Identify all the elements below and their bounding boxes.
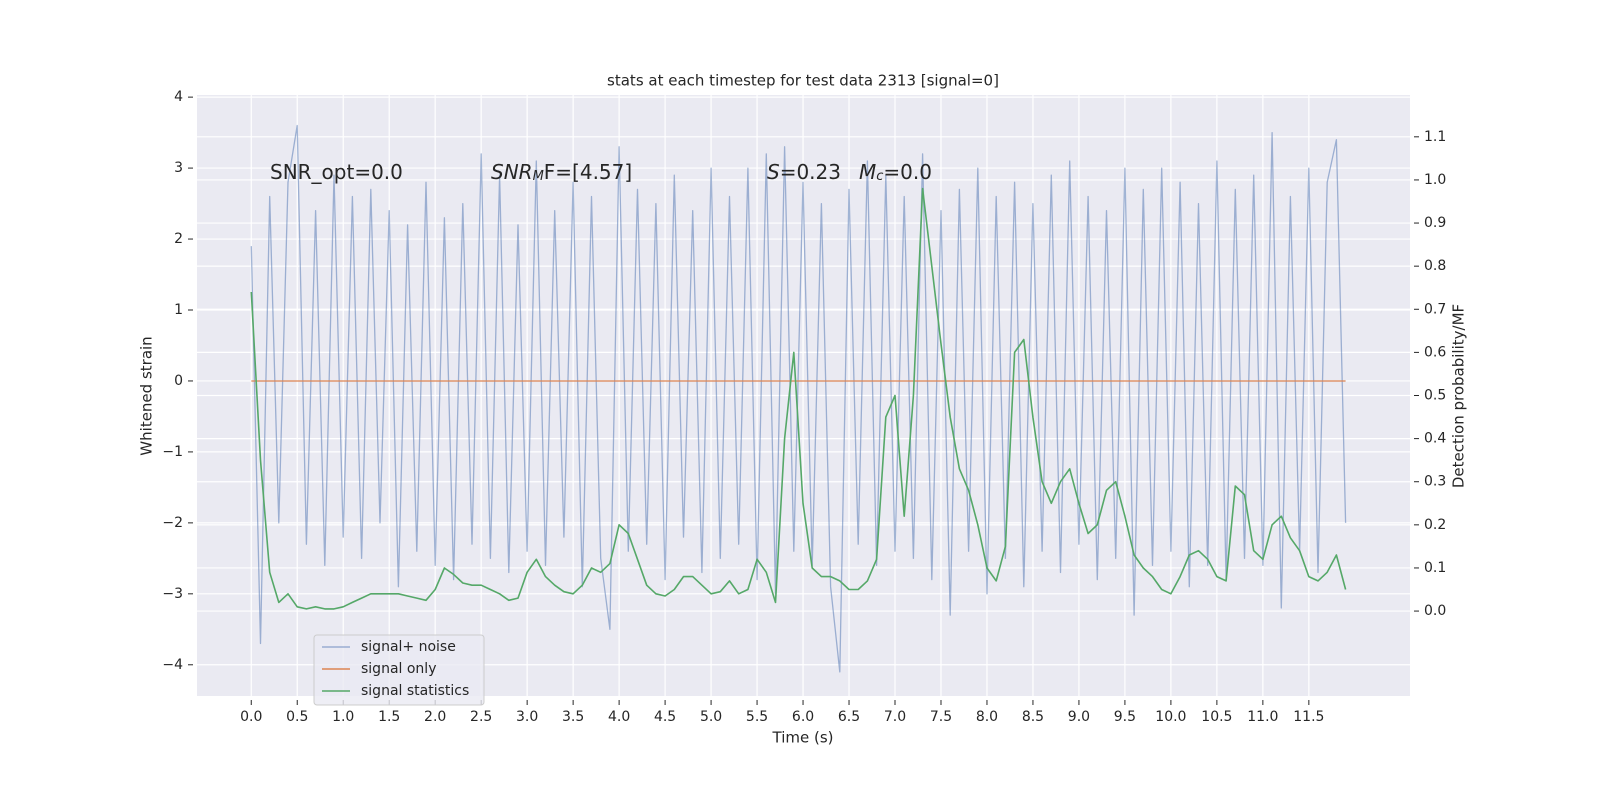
x-tick-label: 3.5 — [562, 709, 584, 725]
x-tick-label: 5.0 — [700, 709, 722, 725]
legend-label: signal statistics — [361, 683, 469, 699]
x-tick-label: 1.5 — [378, 709, 400, 725]
y2-tick-label: 0.8 — [1424, 258, 1446, 274]
x-tick-label: 7.5 — [930, 709, 952, 725]
x-tick-label: 0.5 — [286, 709, 308, 725]
y-tick-label: 3 — [174, 160, 183, 176]
y2-tick-label: 0.2 — [1424, 517, 1446, 533]
x-tick-label: 9.5 — [1114, 709, 1136, 725]
x-tick-label: 8.5 — [1022, 709, 1044, 725]
y2-tick-label: 0.0 — [1424, 603, 1446, 619]
y2-tick-label: 1.1 — [1424, 129, 1446, 145]
y-tick-label: 4 — [174, 89, 183, 105]
x-tick-label: 10.0 — [1155, 709, 1186, 725]
series-line — [250, 124, 1347, 673]
y-tick-label: −2 — [162, 515, 183, 531]
annotation-part: SNR_opt=0.0 — [270, 160, 403, 184]
y-tick-label: 2 — [174, 231, 183, 247]
y2-axis-label: Detection probability/MF — [1450, 304, 1468, 488]
legend: signal+ noise signal only signal statistic… — [313, 634, 485, 706]
chart-title: stats at each timestep for test data 231… — [607, 72, 999, 90]
y2-tick-label: 0.6 — [1424, 344, 1446, 360]
x-tick-label: 5.5 — [746, 709, 768, 725]
grid — [197, 95, 1410, 696]
annotation-part: M — [859, 160, 876, 184]
annotation: Mc=0.0 — [859, 160, 932, 184]
annotation-part: =0.0 — [883, 160, 932, 184]
x-tick-label: 2.5 — [470, 709, 492, 725]
x-tick-label: 2.0 — [424, 709, 446, 725]
annotation: SNR_opt=0.0 — [270, 160, 403, 184]
annotation-part: SNR — [491, 160, 533, 184]
y2-tick-label: 0.9 — [1424, 215, 1446, 231]
y2-tick-label: 0.3 — [1424, 474, 1446, 490]
y-axis-label: Whitened strain — [138, 336, 156, 455]
legend-box — [313, 634, 485, 706]
x-tick-label: 7.0 — [884, 709, 906, 725]
annotation-part: c — [876, 169, 883, 184]
annotation-part: F=[4.57] — [544, 160, 632, 184]
x-tick-label: 3.0 — [516, 709, 538, 725]
x-tick-label: 11.0 — [1247, 709, 1278, 725]
annotation-part: =0.23 — [780, 160, 841, 184]
x-tick-label: 6.5 — [838, 709, 860, 725]
x-tick-label: 9.0 — [1068, 709, 1090, 725]
series-line — [250, 187, 1347, 610]
annotation-part: M — [533, 169, 544, 184]
y2-tick-label: 0.5 — [1424, 388, 1446, 404]
x-tick-label: 8.0 — [976, 709, 998, 725]
annotation-part: S — [767, 160, 780, 184]
y-tick-label: −1 — [162, 444, 183, 460]
y2-tick-label: 0.1 — [1424, 560, 1446, 576]
axes: 0.0 0.5 1.0 1.5 2.0 2.5 3.0 3.5 4.0 4.5 5.0 5.5 6.0 6… — [162, 89, 1446, 725]
y2-tick-label: 0.4 — [1424, 431, 1446, 447]
legend-label: signal only — [361, 661, 436, 677]
annotation: S=0.23 — [767, 160, 841, 184]
x-tick-label: 1.0 — [332, 709, 354, 725]
x-axis-label: Time (s) — [772, 729, 834, 747]
x-tick-label: 4.0 — [608, 709, 630, 725]
y-tick-label: −3 — [162, 586, 183, 602]
x-tick-label: 11.5 — [1293, 709, 1324, 725]
x-tick-label: 0.0 — [240, 709, 262, 725]
y-tick-label: 0 — [174, 373, 183, 389]
y2-tick-label: 0.7 — [1424, 301, 1446, 317]
marks — [250, 124, 1347, 673]
y2-tick-label: 1.0 — [1424, 172, 1446, 188]
annotation: SNRMF=[4.57] — [491, 160, 632, 184]
x-tick-label: 4.5 — [654, 709, 676, 725]
y-tick-label: 1 — [174, 302, 183, 318]
legend-label: signal+ noise — [361, 639, 456, 655]
x-tick-label: 10.5 — [1201, 709, 1232, 725]
x-tick-label: 6.0 — [792, 709, 814, 725]
y-tick-label: −4 — [162, 657, 183, 673]
